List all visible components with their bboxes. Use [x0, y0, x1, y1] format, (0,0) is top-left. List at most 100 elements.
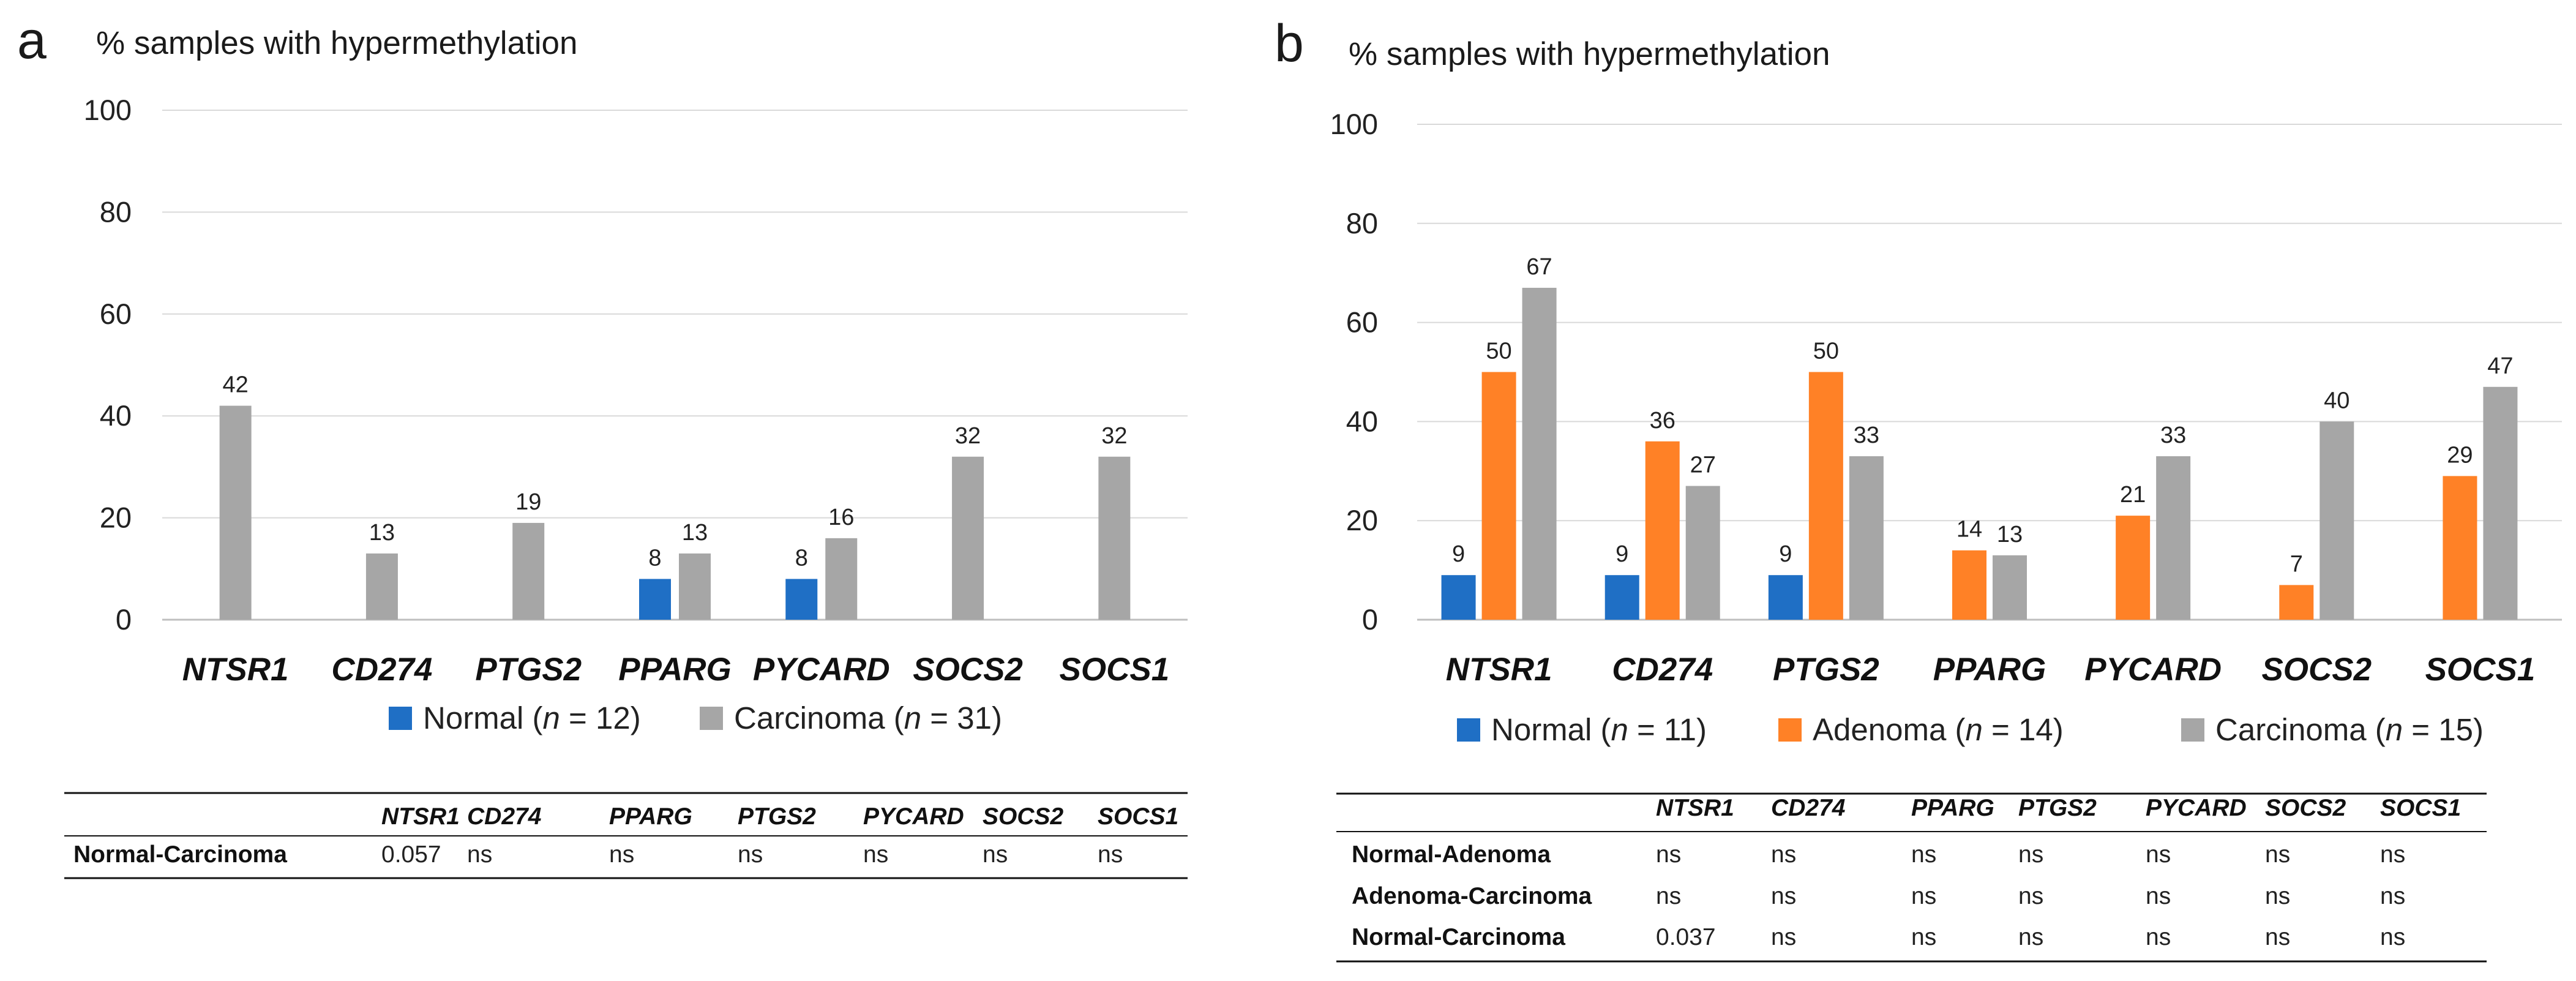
bar-carcinoma-socs2 [2320, 421, 2354, 620]
data-label: 40 [2324, 388, 2349, 413]
bar-carcinoma-socs2 [952, 456, 984, 620]
table-cell: ns [2265, 841, 2290, 868]
legend-swatch-adenoma [1778, 718, 1802, 742]
table-column-header: PPARG [609, 803, 692, 830]
data-label: 29 [2447, 442, 2473, 468]
table-cell: ns [2380, 924, 2405, 950]
table-cell: ns [1771, 841, 1796, 868]
table-cell: ns [2380, 841, 2405, 868]
table-column-header: SOCS1 [2380, 795, 2461, 821]
chart-title: % samples with hypermethylation [96, 25, 578, 61]
bar-adenoma-pparg [1952, 550, 1986, 620]
data-label: 13 [369, 520, 395, 546]
table-cell: ns [2146, 841, 2171, 868]
legend-label-carcinoma: Carcinoma (n = 31) [734, 701, 1002, 735]
table-cell: ns [1911, 841, 1936, 868]
data-label: 19 [515, 489, 541, 515]
data-label: 33 [1854, 423, 1879, 448]
bar-adenoma-socs2 [2279, 585, 2314, 620]
data-label: 32 [1101, 423, 1127, 449]
legend-swatch-carcinoma [2181, 718, 2204, 742]
bar-carcinoma-pycard [2156, 456, 2191, 620]
bar-carcinoma-cd274 [1685, 486, 1720, 620]
table-column-header: PTGS2 [738, 803, 816, 830]
x-tick-label-socs1: SOCS1 [1060, 652, 1170, 688]
table-cell: ns [2380, 883, 2405, 909]
data-label: 50 [1813, 339, 1839, 364]
y-tick-label: 100 [1330, 108, 1378, 140]
data-label: 36 [1650, 408, 1676, 434]
panel-letter: b [1275, 14, 1304, 73]
legend-label-carcinoma: Carcinoma (n = 15) [2215, 712, 2484, 747]
data-label: 9 [1616, 541, 1628, 567]
bar-carcinoma-pycard [825, 538, 858, 620]
bar-carcinoma-socs1 [1098, 456, 1131, 620]
table-column-header: PTGS2 [2018, 795, 2097, 821]
table-row-label: Normal-Adenoma [1352, 841, 1551, 868]
table-column-header: NTSR1 [1656, 795, 1734, 821]
y-tick-label: 40 [100, 399, 132, 432]
x-tick-label-socs2: SOCS2 [2261, 652, 2372, 688]
table-cell: ns [609, 841, 634, 868]
table-cell: ns [1911, 924, 1936, 950]
bar-adenoma-socs1 [2443, 476, 2477, 620]
table-column-header: NTSR1 [381, 803, 460, 830]
table-cell: ns [2146, 883, 2171, 909]
bar-carcinoma-cd274 [365, 553, 398, 620]
table-cell: ns [467, 841, 492, 868]
y-tick-label: 60 [100, 298, 132, 330]
data-label: 50 [1486, 339, 1511, 364]
table-row-label: Adenoma-Carcinoma [1352, 883, 1592, 909]
bar-carcinoma-ptgs2 [512, 522, 545, 620]
legend-swatch-carcinoma [700, 707, 723, 730]
legend-swatch-normal [1457, 718, 1480, 742]
x-tick-label-cd274: CD274 [1612, 652, 1713, 688]
table-cell: ns [983, 841, 1008, 868]
bar-normal-pparg [639, 579, 671, 620]
y-tick-label: 80 [100, 195, 132, 228]
legend-label-adenoma: Adenoma (n = 14) [1813, 712, 2064, 747]
bar-normal-ntsr1 [1441, 575, 1476, 620]
y-tick-label: 100 [84, 94, 132, 126]
bar-normal-cd274 [1604, 575, 1639, 620]
table-cell: ns [738, 841, 763, 868]
data-label: 42 [223, 372, 249, 398]
x-tick-label-ptgs2: PTGS2 [1773, 652, 1879, 688]
table-column-header: PYCARD [2146, 795, 2247, 821]
x-tick-label-cd274: CD274 [331, 652, 432, 688]
bar-carcinoma-pparg [1993, 555, 2027, 620]
y-tick-label: 0 [1362, 603, 1378, 636]
y-tick-label: 20 [100, 502, 132, 534]
table-column-header: PYCARD [863, 803, 964, 830]
chart-title: % samples with hypermethylation [1349, 36, 1830, 72]
table-cell: ns [2018, 841, 2043, 868]
table-cell: 0.037 [1656, 924, 1716, 950]
table-column-header: SOCS2 [983, 803, 1064, 830]
data-label: 13 [1997, 522, 2023, 547]
table-cell: 0.057 [381, 841, 441, 868]
y-tick-label: 40 [1346, 405, 1378, 437]
x-tick-label-pycard: PYCARD [2084, 652, 2222, 688]
bar-carcinoma-pparg [679, 553, 711, 620]
x-tick-label-ntsr1: NTSR1 [1446, 652, 1552, 688]
data-label: 16 [828, 505, 854, 530]
data-label: 7 [2290, 551, 2303, 577]
x-tick-label-ptgs2: PTGS2 [475, 652, 582, 688]
data-label: 21 [2120, 482, 2146, 508]
table-cell: ns [1771, 924, 1796, 950]
legend-label-normal: Normal (n = 12) [423, 701, 641, 735]
table-row-label: Normal-Carcinoma [1352, 924, 1565, 950]
table-cell: ns [1656, 883, 1681, 909]
bar-carcinoma-ntsr1 [1522, 287, 1557, 620]
data-label: 32 [955, 423, 981, 449]
table-cell: ns [1098, 841, 1123, 868]
data-label: 27 [1690, 453, 1716, 478]
bar-carcinoma-socs1 [2483, 386, 2518, 620]
bar-carcinoma-ntsr1 [219, 405, 252, 620]
table-cell: ns [1656, 841, 1681, 868]
bar-adenoma-ntsr1 [1481, 372, 1516, 620]
legend-swatch-normal [389, 707, 412, 730]
panel-a: a % samples with hypermethylation 0 20 40 60 8… [17, 11, 1188, 879]
data-label: 8 [648, 545, 661, 571]
